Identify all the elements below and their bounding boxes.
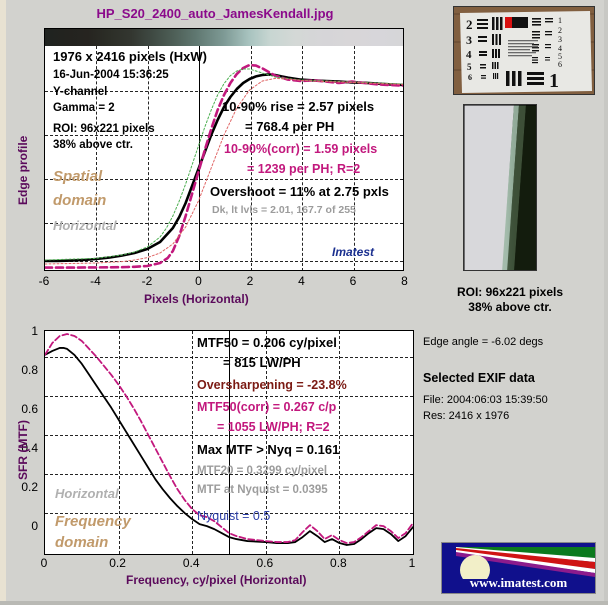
annotation-nyquist: Nyquist = 0.5: [197, 509, 271, 523]
ytick: 0.4: [21, 441, 38, 455]
page-title: HP_S20_2400_auto_JamesKendall.jpg: [96, 6, 334, 21]
annotation-rise-corr-line2: = 1239 per PH; R=2: [247, 162, 361, 176]
annotation-freq-domain-line1: Frequency: [55, 513, 131, 530]
svg-text:2: 2: [466, 17, 473, 32]
roi-caption-line2: 38% above ctr.: [468, 300, 552, 314]
edge-angle-text: Edge angle = -6.02 degs: [423, 336, 544, 348]
imatest-logo[interactable]: www.imatest.com: [441, 542, 596, 594]
xtick: 1: [408, 556, 416, 570]
svg-text:6: 6: [558, 60, 562, 69]
annotation-mtf-at-nyquist: MTF at Nyquist = 0.0395: [197, 484, 328, 496]
annotation-mtf50corr-line2: = 1055 LW/PH; R=2: [217, 420, 330, 434]
ytick: 1: [31, 324, 38, 338]
xtick: 8: [401, 274, 408, 288]
annotation-max-mtf-nyq: Max MTF > Nyq = 0.161: [197, 442, 340, 457]
mtf-plot-xlabel: Frequency, cy/pixel (Horizontal): [126, 573, 307, 587]
svg-text:3: 3: [466, 33, 472, 47]
annotation-mtf-orientation: Horizontal: [55, 486, 119, 501]
svg-text:5: 5: [558, 52, 562, 61]
svg-text:6: 6: [468, 73, 472, 82]
annotation-rise-corr-line1: 10-90%(corr) = 1.59 pixels: [224, 142, 378, 156]
annotation-mtf50corr-line1: MTF50(corr) = 0.267 c/p: [197, 400, 337, 414]
xtick: 0.4: [182, 556, 200, 570]
annotation-roi: ROI: 96x221 pixels: [53, 123, 155, 135]
xtick: -6: [38, 274, 50, 288]
svg-text:5: 5: [467, 62, 472, 72]
annotation-above-ctr: 38% above ctr.: [53, 139, 133, 151]
annotation-gamma: Gamma = 2: [53, 102, 115, 114]
ytick: 0.8: [21, 363, 38, 377]
annotation-channel: Y-channel: [53, 86, 108, 98]
ytick: 0: [31, 519, 38, 533]
usaf-target-image: 2 3 4 5 6: [454, 7, 594, 94]
nyquist-line: [229, 331, 230, 554]
annotation-mtf50-line2: = 815 LW/PH: [223, 355, 301, 370]
svg-text:1: 1: [558, 16, 562, 25]
svg-text:2: 2: [558, 26, 562, 35]
imatest-logo-graphic: [442, 543, 595, 593]
annotation-rise-line2: = 768.4 per PH: [245, 119, 335, 134]
roi-marker: [505, 17, 512, 28]
mtf-plot-ylabel: SFR (MTF): [16, 420, 30, 480]
annotation-freq-domain-line2: domain: [55, 534, 109, 551]
xtick: 0.6: [256, 556, 274, 570]
xtick: 0.8: [330, 556, 347, 570]
xtick: 6: [349, 274, 357, 288]
mtf-curves: [45, 333, 413, 546]
xtick: -4: [90, 274, 101, 288]
annotation-orientation: Horizontal: [53, 218, 117, 233]
xtick: 0: [195, 274, 202, 288]
exif-res: Res: 2416 x 1976: [423, 410, 510, 422]
grayscale-gradient-strip: [45, 29, 403, 46]
annotation-oversharpening: Oversharpening = -23.8%: [197, 378, 347, 392]
xtick: -2: [141, 274, 153, 288]
annotation-levels: Dk, lt lvls = 2.01, 167.7 of 255: [212, 204, 356, 216]
target-thumbnail[interactable]: 2 3 4 5 6: [453, 6, 595, 95]
annotation-overshoot: Overshoot = 11% at 2.75 pxls: [210, 184, 389, 199]
svg-text:4: 4: [558, 44, 562, 53]
edge-profile-curves: [45, 63, 403, 269]
imatest-logo-text: www.imatest.com: [469, 575, 568, 590]
edge-profile-plot: 1976 x 2416 pixels (HxW) 16-Jun-2004 15:…: [44, 28, 404, 271]
annotation-spatial-domain-line1: Spatial: [53, 168, 103, 185]
annotation-datetime: 16-Jun-2004 15:36:25: [53, 69, 169, 81]
annotation-mtf20: MTF20 = 0.3299 cy/pixel: [197, 465, 328, 477]
xtick: 0.2: [109, 556, 126, 570]
svg-text:4: 4: [466, 49, 472, 61]
edge-plot-xlabel: Pixels (Horizontal): [144, 292, 249, 306]
bottom-border-strip: [0, 601, 608, 605]
annotation-spatial-domain-line2: domain: [53, 192, 107, 209]
roi-crop-thumbnail[interactable]: [463, 104, 537, 271]
right-border-strip: [604, 0, 608, 605]
exif-heading: Selected EXIF data: [423, 371, 535, 385]
slanted-edge-crop-image: [464, 105, 536, 270]
ytick: 0.6: [21, 402, 38, 416]
annotation-rise-line1: 10-90% rise = 2.57 pixels: [222, 99, 375, 114]
edge-plot-ylabel: Edge profile: [16, 135, 30, 205]
imatest-watermark: Imatest: [332, 245, 375, 259]
ytick: 0.2: [21, 480, 38, 494]
annotation-dimensions: 1976 x 2416 pixels (HxW): [53, 49, 207, 64]
xtick: 2: [246, 274, 254, 288]
xtick: 4: [298, 274, 305, 288]
xtick: 0: [40, 556, 48, 570]
axis-zero-line: [199, 46, 201, 271]
roi-caption-line1: ROI: 96x221 pixels: [456, 285, 564, 299]
annotation-mtf50-line1: MTF50 = 0.206 cy/pixel: [197, 335, 337, 350]
left-border-strip: [0, 0, 6, 605]
svg-text:1: 1: [549, 70, 559, 92]
mtf-sfr-plot: MTF50 = 0.206 cy/pixel = 815 LW/PH Overs…: [44, 330, 414, 555]
svg-text:3: 3: [558, 35, 562, 44]
exif-file: File: 2004:06:03 15:39:50: [423, 394, 548, 406]
